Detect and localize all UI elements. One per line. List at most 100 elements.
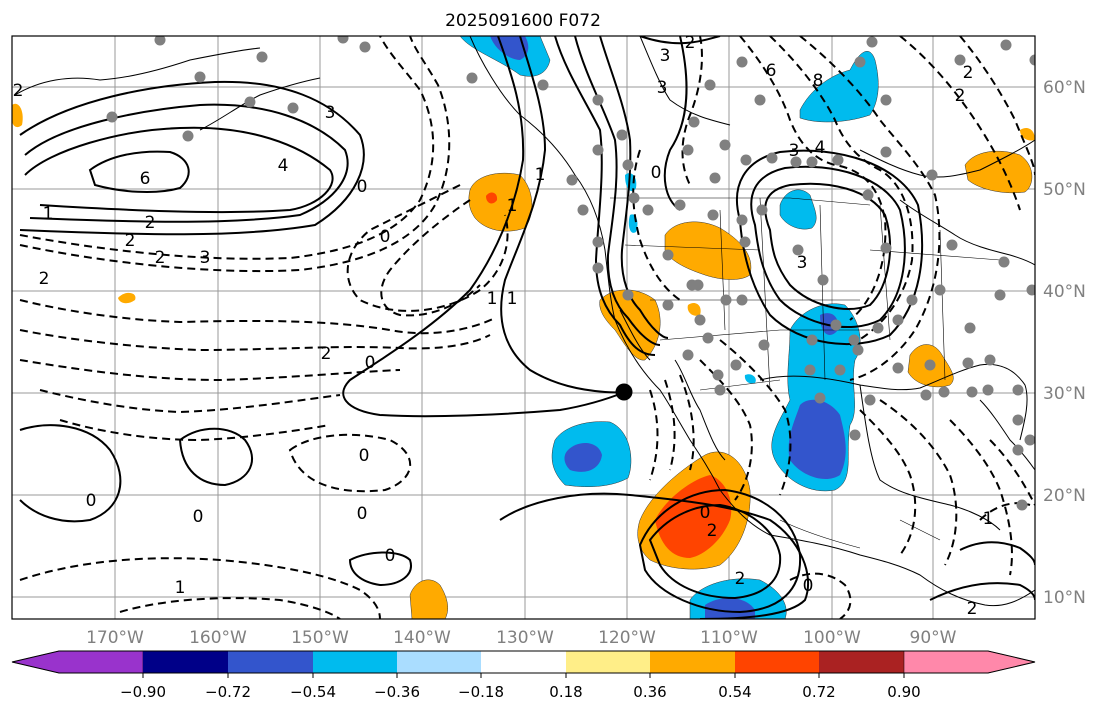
anomaly-shading xyxy=(12,36,1035,619)
station-dot xyxy=(854,56,866,68)
colorbar-segment xyxy=(397,651,481,673)
contour-label: 0 xyxy=(357,504,368,524)
station-dot xyxy=(662,299,674,311)
colorbar-tick-label: −0.36 xyxy=(374,683,420,701)
station-dot xyxy=(849,429,861,441)
contour-label: 3 xyxy=(657,78,668,98)
colorbar-tick-label: −0.90 xyxy=(120,683,166,701)
contour-label: 0 xyxy=(359,446,370,466)
station-dot xyxy=(688,116,700,128)
contours-dashed xyxy=(19,36,1035,619)
station-dot xyxy=(814,392,826,404)
contour-label: 1 xyxy=(507,289,518,309)
station-dot xyxy=(244,96,256,108)
station-dot xyxy=(754,94,766,106)
colorbar-segment xyxy=(566,651,650,673)
station-dot xyxy=(1012,444,1024,456)
contour-label: 2 xyxy=(963,63,974,83)
contour-label: 6 xyxy=(766,61,777,81)
lon-tick-label: 110°W xyxy=(700,628,758,648)
shade-positive-small-pacific xyxy=(118,292,136,304)
station-dot xyxy=(954,54,966,66)
station-dot xyxy=(834,364,846,376)
colorbar-tick-labels: −0.90 −0.72 −0.54 −0.36 −0.18 0.18 0.36 0.54 0.7… xyxy=(120,683,921,701)
station-dot xyxy=(537,79,549,91)
longitude-labels: 170°W 160°W 150°W 140°W 130°W 120°W 110°W 100°W… xyxy=(86,628,957,648)
contour-label: 1 xyxy=(487,289,498,309)
station-dot xyxy=(740,154,752,166)
map-frame xyxy=(11,35,1036,620)
lon-tick-label: 100°W xyxy=(803,628,861,648)
station-dot xyxy=(880,242,892,254)
station-dot xyxy=(806,156,818,168)
colorbar-segment xyxy=(481,651,566,673)
lat-tick-label: 50°N xyxy=(1043,180,1086,200)
station-dot xyxy=(852,344,864,356)
station-dot xyxy=(702,332,714,344)
station-dot xyxy=(739,236,751,248)
station-dot xyxy=(962,357,974,369)
shade-positive-tropical xyxy=(409,579,448,619)
contour-label: 0 xyxy=(380,227,391,247)
station-dot xyxy=(720,294,732,306)
station-dot xyxy=(592,236,604,248)
contour-label: 6 xyxy=(140,169,151,189)
contour-label: 3 xyxy=(200,248,211,268)
station-dot xyxy=(982,384,994,396)
shade-positive-canada-east xyxy=(964,150,1033,194)
contour-label: 1 xyxy=(507,196,518,216)
contour-label: 0 xyxy=(385,546,396,566)
colorbar-segment xyxy=(735,651,819,673)
colorbar-outline xyxy=(11,650,1036,674)
station-dot xyxy=(736,56,748,68)
contour-label: 0 xyxy=(86,491,97,511)
lat-tick-label: 10°N xyxy=(1043,588,1086,608)
colorbar-tick-label: 0.90 xyxy=(887,683,920,701)
contour-label: 2 xyxy=(707,521,718,541)
station-dot xyxy=(926,169,938,181)
lon-tick-label: 140°W xyxy=(393,628,451,648)
station-dot xyxy=(984,354,996,366)
lon-tick-label: 90°W xyxy=(910,628,957,648)
station-dot xyxy=(256,51,268,63)
colorbar-tick-label: 0.72 xyxy=(802,683,835,701)
station-dot xyxy=(694,314,706,326)
station-dot xyxy=(848,334,860,346)
station-dot xyxy=(577,204,589,216)
station-dot xyxy=(682,349,694,361)
station-dot xyxy=(682,144,694,156)
shade-negative-small-gulf xyxy=(744,374,756,384)
shade-negative-pacific-core xyxy=(564,443,602,472)
contour-label: 0 xyxy=(193,507,204,527)
station-dot xyxy=(628,192,640,204)
station-dot xyxy=(862,189,874,201)
station-dot xyxy=(622,289,634,301)
station-dot xyxy=(1012,414,1024,426)
contour-label: 1 xyxy=(983,509,994,529)
station-dot xyxy=(892,314,904,326)
station-dot xyxy=(934,284,946,296)
station-dot xyxy=(707,209,719,221)
station-dot xyxy=(662,249,674,261)
shade-positive-mexico-core xyxy=(655,475,732,558)
station-dot xyxy=(966,386,978,398)
station-dot xyxy=(154,36,166,46)
observation-stations xyxy=(106,36,1035,511)
station-dot xyxy=(804,364,816,376)
station-dot xyxy=(880,94,892,106)
colorbar-tick-label: 0.54 xyxy=(718,683,751,701)
shade-positive-plains-small xyxy=(687,303,701,316)
station-dot xyxy=(287,102,299,114)
contour-label: 0 xyxy=(803,576,814,596)
station-dot xyxy=(817,274,829,286)
coastlines xyxy=(14,36,1035,607)
station-dot xyxy=(830,319,842,331)
lon-tick-label: 120°W xyxy=(598,628,656,648)
station-dot xyxy=(337,36,349,44)
station-dot xyxy=(1000,39,1012,51)
station-dot xyxy=(792,244,804,256)
station-dot xyxy=(182,130,194,142)
station-dot xyxy=(359,41,371,53)
colorbar-extend-high xyxy=(903,650,1036,674)
